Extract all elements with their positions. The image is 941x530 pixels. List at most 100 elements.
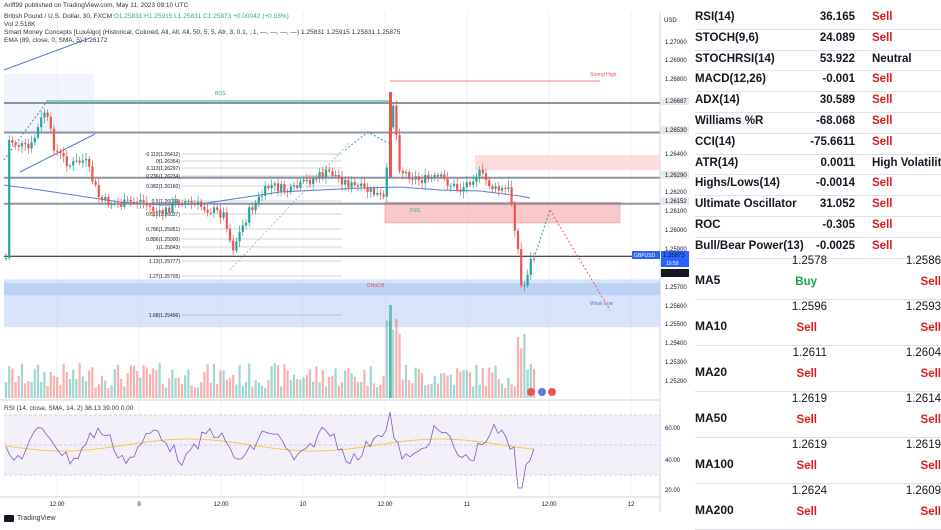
volume-bar [158, 363, 161, 398]
candle-body [446, 178, 449, 186]
ma-exp-action: Sell [920, 414, 941, 426]
volume-bar [193, 387, 196, 398]
volume-bar [436, 383, 440, 398]
volume-bar [43, 371, 46, 398]
candle-body [417, 176, 420, 181]
candle-body [507, 187, 510, 189]
volume-bar [52, 375, 56, 398]
candle-body [516, 230, 520, 250]
candle-body [148, 205, 152, 207]
candle-body [100, 197, 104, 201]
candle-body [363, 183, 366, 187]
volume-bar [481, 367, 484, 398]
volume-bar [270, 366, 273, 398]
volume-bar [472, 386, 475, 398]
candle-body [36, 127, 40, 138]
volume-bar [459, 371, 462, 398]
tradingview-logo: TradingView [4, 515, 56, 522]
price-axis-label: 1.25400 [665, 341, 687, 347]
indicator-action: Sell [872, 198, 893, 211]
projection-down [549, 209, 611, 311]
volume-bar [475, 365, 478, 398]
candle-body [155, 211, 158, 213]
candle-body [254, 202, 257, 211]
candle-body [500, 187, 504, 191]
volume-bar [510, 384, 513, 398]
candle-body [449, 185, 452, 187]
indicator-value: 36.165 [819, 11, 855, 23]
volume-bar [248, 363, 251, 398]
price-axis-current: 1.25873 [0, 0, 18, 2]
candle-body [328, 169, 331, 172]
ma-exp-action: Sell [920, 368, 941, 380]
volume-bar [440, 373, 443, 398]
candle-body [302, 179, 305, 182]
price-level-tag [661, 97, 689, 105]
indicator-row: MACD(12,26) -0.001 Sell [695, 70, 941, 93]
volume-bar [200, 382, 203, 398]
ma-name: MA20 [695, 365, 728, 379]
ma-simple-action: Sell [796, 414, 817, 426]
volume-bar [132, 365, 136, 398]
price-chart[interactable]: -0.113(1.26412)0(1.26354)0.113(1.26297) 0… [0, 0, 690, 530]
candle-body [132, 201, 136, 203]
candle-body [491, 186, 494, 189]
ma-simple-action: Sell [796, 506, 817, 518]
candle-body [161, 210, 164, 215]
chart-panel[interactable]: -0.113(1.26412) 0(1.26354) 0.113(1.26297) 0… [0, 0, 690, 530]
moving-average-row: MA5 1.2578 1.2586 Buy Sell [695, 253, 941, 300]
volume-bar [289, 379, 292, 398]
volume-bar [216, 384, 219, 398]
volume-bar [491, 372, 494, 398]
candle-body [212, 207, 216, 213]
volume-bar [417, 369, 420, 398]
demand-zone-core [4, 283, 660, 296]
candle-body [49, 116, 52, 129]
volume-bar [11, 368, 14, 398]
ma-simple-action: Sell [796, 368, 817, 380]
fib-level-label: 0.786(1.25951) [146, 227, 180, 233]
ma-name: MA10 [695, 319, 728, 333]
volume-bar [328, 376, 331, 398]
trend-line-upper [3, 37, 91, 71]
candle-body [129, 199, 132, 202]
volume-bar [241, 385, 244, 398]
candle-body [260, 195, 264, 197]
indicator-name: ATR(14) [695, 156, 739, 169]
volume-bar [20, 363, 24, 398]
ema-legend: EMA (89, close, 0, SMA, 5) 1.26172 [4, 37, 108, 44]
candle-body [222, 212, 225, 218]
price-level-tag [661, 197, 689, 205]
candle-body [478, 169, 481, 177]
strong-high-label: Strong High [590, 72, 617, 78]
candle-body [142, 199, 145, 203]
indicator-name: RSI(14) [695, 11, 735, 23]
candle-body [353, 182, 356, 185]
volume-bar [244, 381, 248, 398]
candle-body [324, 169, 328, 178]
time-axis-label: 12:00 [49, 502, 65, 508]
price-marker-value: 1.25847 [663, 271, 685, 277]
volume-bar [420, 373, 424, 398]
price-marker-tag [661, 269, 689, 277]
price-axis-label: 1.25600 [665, 304, 687, 310]
event-flag-icon [527, 388, 535, 396]
candle-body [372, 187, 376, 195]
candle-body [526, 274, 529, 286]
volume-bar [232, 374, 235, 398]
indicator-row: Highs/Lows(14) -0.0014 Sell [695, 174, 941, 197]
volume-bar [321, 369, 324, 398]
candle-body [379, 193, 382, 195]
candle-body [404, 171, 408, 174]
moving-average-row: MA20 1.2611 1.2604 Sell Sell [695, 345, 941, 392]
symbol-title: British Pound / U.S. Dollar, 30, FXCM [4, 13, 113, 20]
volume-bar [478, 384, 481, 398]
price-level-tag [661, 171, 689, 179]
candle-body [513, 203, 516, 231]
candle-body [244, 222, 248, 226]
volume-bar [302, 377, 305, 398]
candle-body [257, 196, 260, 203]
candle-body [139, 199, 142, 203]
ma-exp-action: Sell [920, 276, 941, 288]
ma-exp-value: 1.2619 [905, 439, 941, 451]
